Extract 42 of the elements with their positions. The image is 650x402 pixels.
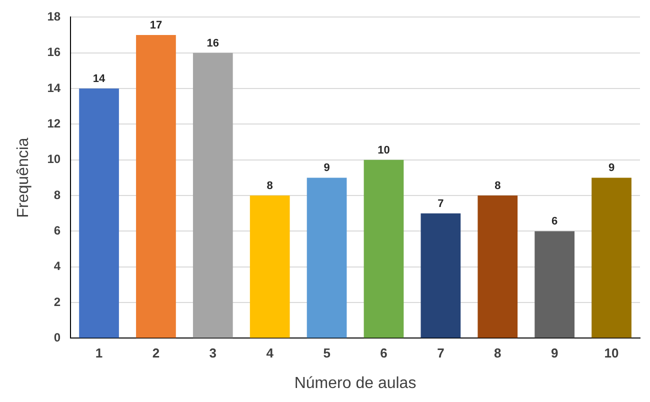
bar (192, 52, 233, 338)
data-label: 6 (552, 216, 558, 228)
bar (478, 196, 518, 338)
x-tick-label: 3 (209, 346, 217, 361)
data-label: 9 (608, 162, 615, 174)
bar (420, 213, 461, 338)
x-tick-label: 10 (604, 346, 619, 361)
bar (250, 196, 290, 338)
bar (534, 231, 575, 338)
x-tick-label: 7 (437, 346, 444, 361)
x-tick-label: 6 (380, 346, 388, 361)
x-tick-label: 2 (152, 346, 160, 361)
y-tick-label: 10 (47, 152, 61, 166)
bar (592, 178, 632, 338)
data-label: 8 (494, 180, 501, 192)
bar (306, 178, 347, 338)
x-axis-title: Número de aulas (294, 374, 416, 392)
data-label: 8 (266, 180, 273, 192)
y-tick-label: 14 (47, 80, 61, 95)
y-tick-label: 18 (47, 10, 61, 24)
data-label: 9 (324, 162, 330, 174)
y-tick-label: 0 (54, 330, 61, 345)
x-tick-label: 5 (323, 346, 330, 361)
y-tick-label: 16 (47, 45, 61, 60)
y-tick-label: 4 (54, 259, 61, 274)
y-tick-label: 8 (54, 188, 61, 202)
y-tick-label: 6 (54, 224, 61, 238)
bar (136, 35, 176, 338)
x-tick-label: 1 (95, 346, 103, 361)
data-label: 14 (92, 73, 106, 86)
x-tick-label: 4 (266, 346, 274, 361)
y-axis-title: Frequência (15, 138, 32, 218)
y-tick-label: 2 (54, 294, 61, 309)
bar (364, 160, 404, 338)
data-label: 16 (206, 37, 220, 50)
data-label: 7 (438, 198, 444, 210)
data-label: 10 (378, 144, 390, 156)
x-tick-label: 8 (494, 346, 502, 361)
y-tick-label: 12 (47, 116, 61, 131)
x-tick-label: 9 (550, 346, 558, 361)
bar (79, 88, 119, 338)
data-label: 17 (150, 20, 162, 32)
